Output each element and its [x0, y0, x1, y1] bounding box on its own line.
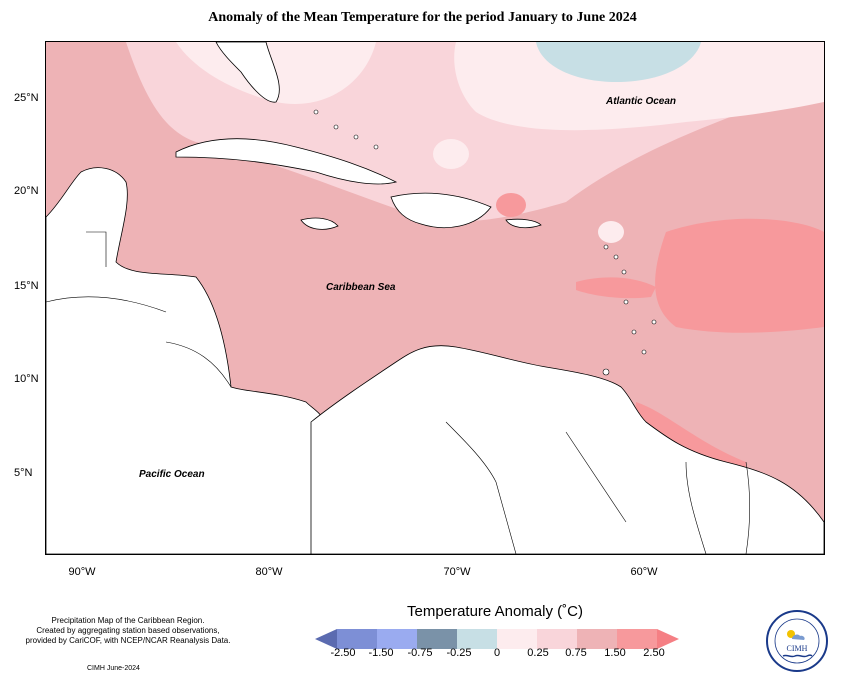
- legend-value-1: -2.50: [330, 647, 356, 659]
- legend-title: Temperature Anomaly (˚C): [407, 603, 583, 620]
- legend-colorbar: [315, 629, 679, 649]
- legend-value-9: 2.50: [643, 647, 665, 659]
- legend-swatch-4: [457, 629, 497, 649]
- label-pacific-ocean: Pacific Ocean: [139, 469, 205, 480]
- legend-value-4: -0.25: [446, 647, 472, 659]
- legend-swatch-3: [417, 629, 457, 649]
- lon-label-60: 60°W: [630, 566, 658, 578]
- anomaly-high-antilles: [496, 193, 526, 217]
- wave-icon: [782, 654, 813, 658]
- country-borders: [46, 231, 751, 554]
- land-florida: [215, 42, 280, 103]
- lat-label-25: 25°N: [14, 92, 39, 104]
- legend-swatch-2: [377, 629, 417, 649]
- legend-swatch-5: [497, 629, 537, 649]
- lat-label-20: 20°N: [14, 185, 39, 197]
- logo-inner-ring: [774, 618, 820, 664]
- legend-swatch-lowest: [315, 629, 337, 649]
- legend-value-7: 0.75: [565, 647, 587, 659]
- legend-value-3: -0.75: [407, 647, 433, 659]
- legend-value-2: -1.50: [368, 647, 394, 659]
- land-hispaniola: [390, 192, 492, 229]
- legend-swatch-8: [617, 629, 657, 649]
- label-atlantic-ocean: Atlantic Ocean: [605, 96, 676, 107]
- legend-swatch-7: [577, 629, 617, 649]
- notes-line-2: Created by aggregating station based obs…: [36, 626, 220, 635]
- lon-label-70: 70°W: [443, 566, 471, 578]
- sun-icon: [787, 630, 795, 638]
- anomaly-patch-000-025-small: [598, 221, 624, 243]
- legend-value-5: 0: [493, 647, 501, 659]
- map-title: Anomaly of the Mean Temperature for the …: [208, 10, 637, 25]
- cimh-logo: CIMH: [766, 610, 828, 672]
- lat-label-5: 5°N: [14, 467, 33, 479]
- map-notes: Precipitation Map of the Caribbean Regio…: [8, 616, 248, 646]
- cloud-icon: [792, 634, 805, 640]
- logo-text: CIMH: [787, 644, 808, 653]
- lat-label-10: 10°N: [14, 373, 39, 385]
- lat-label-15: 15°N: [14, 280, 39, 292]
- land-south-america: [310, 345, 824, 554]
- map-frame: Atlantic Ocean Caribbean Sea Pacific Oce…: [45, 41, 825, 555]
- land-masses: [46, 42, 824, 554]
- land-puerto-rico: [505, 218, 542, 229]
- legend-swatch-1: [337, 629, 377, 649]
- anomaly-band-000-025-east: [454, 42, 824, 131]
- legend-value-6: 0.25: [527, 647, 549, 659]
- notes-line-1: Precipitation Map of the Caribbean Regio…: [51, 616, 205, 625]
- anomaly-high-windward: [576, 277, 656, 299]
- land-jamaica: [300, 217, 339, 230]
- lon-label-80: 80°W: [255, 566, 283, 578]
- land-cuba: [175, 138, 398, 185]
- credit-label: CIMH June-2024: [87, 665, 140, 672]
- lon-label-90: 90°W: [68, 566, 96, 578]
- label-caribbean-sea: Caribbean Sea: [326, 282, 396, 293]
- anomaly-high-east: [655, 218, 824, 333]
- legend-swatch-6: [537, 629, 577, 649]
- notes-line-3: provided by CariCOF, with NCEP/NCAR Rean…: [25, 636, 231, 645]
- anomaly-negative-area: [536, 42, 701, 82]
- anomaly-patch-000-025: [433, 139, 469, 169]
- anomaly-map: Atlantic Ocean Caribbean Sea Pacific Oce…: [46, 42, 824, 554]
- islands: [313, 109, 657, 376]
- legend-value-8: 1.50: [604, 647, 626, 659]
- legend-swatch-highest: [657, 629, 679, 649]
